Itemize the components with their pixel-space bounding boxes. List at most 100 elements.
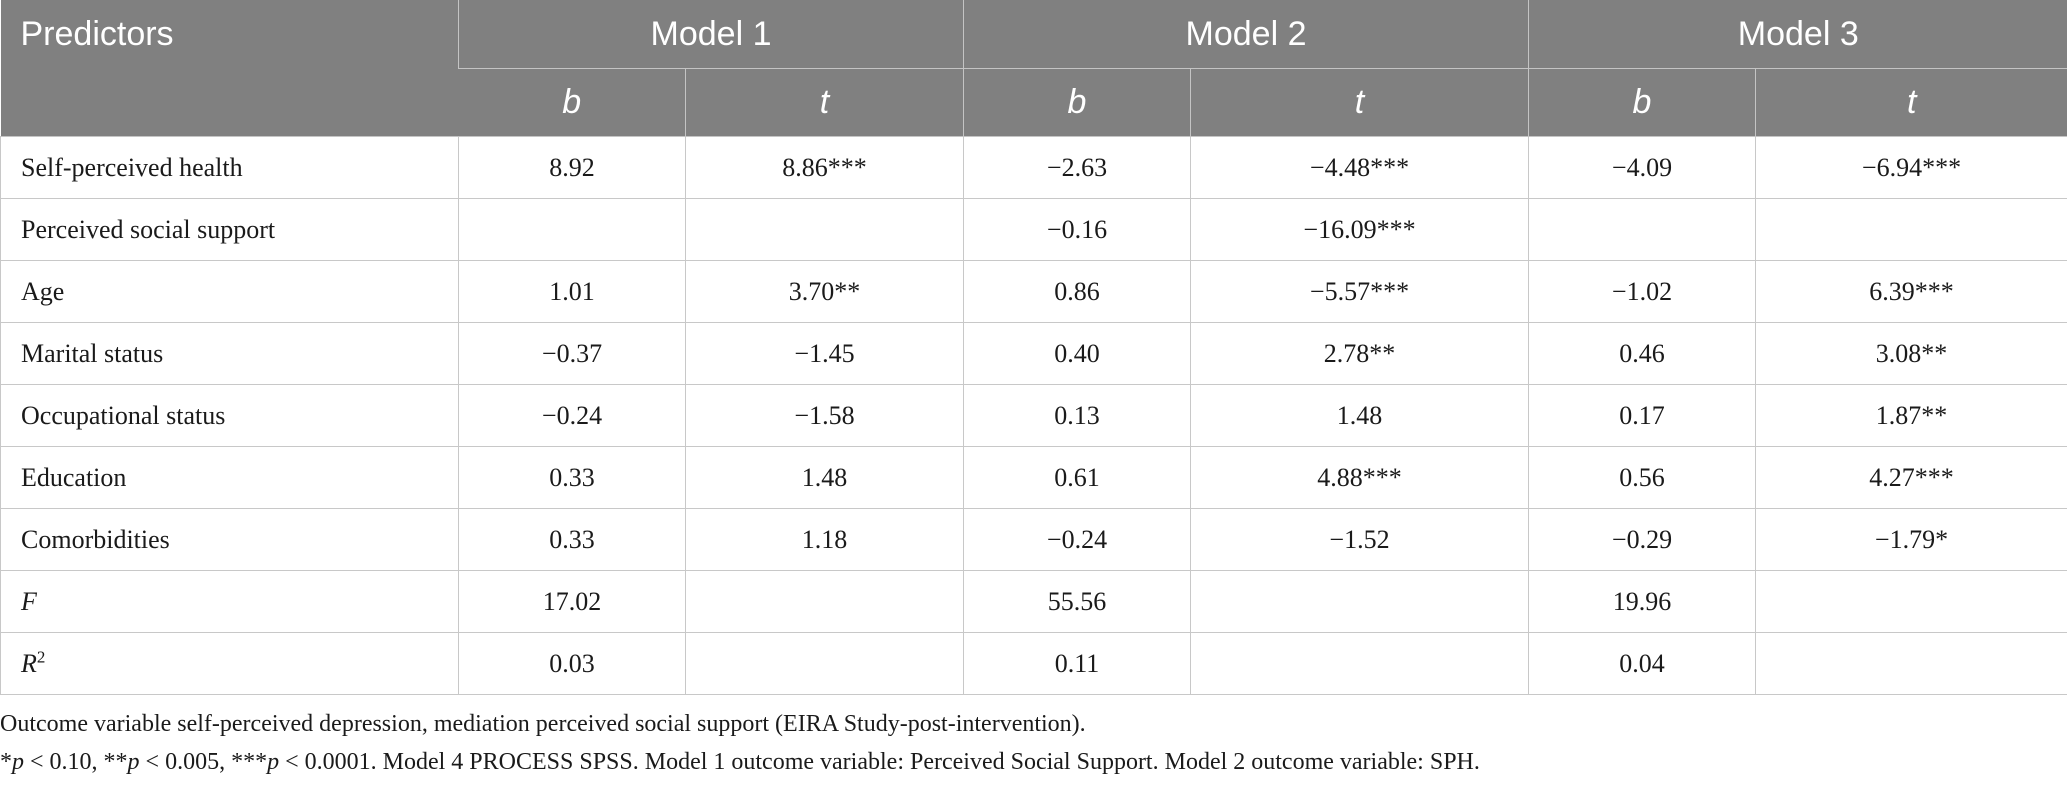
cell-t-value [685, 570, 964, 633]
cell-b-value: 55.56 [963, 570, 1191, 633]
row-label-text: Self-perceived health [21, 152, 243, 182]
cell-b-value: −0.16 [963, 198, 1191, 261]
header-model-2: Model 2 [963, 0, 1529, 69]
row-label: Marital status [0, 322, 459, 385]
cell-t-value: 1.48 [685, 446, 964, 509]
cell-b-value [458, 198, 686, 261]
cell-t-value: −5.57*** [1190, 260, 1529, 323]
row-label-text: Education [21, 462, 127, 492]
cell-t-value [1755, 198, 2067, 261]
table-row: Education 0.33 1.48 0.61 4.88*** 0.56 4.27*** [0, 446, 2067, 509]
cell-b-value: 0.13 [963, 384, 1191, 447]
cell-b-value: 1.01 [458, 260, 686, 323]
table-header-row: Predictors Model 1 Model 2 Model 3 [0, 0, 2067, 137]
cell-b-value: −1.02 [1528, 260, 1756, 323]
footnote-text: < 0.10, ** [24, 749, 128, 775]
cell-t-value: 1.87** [1755, 384, 2067, 447]
row-label: Education [0, 446, 459, 509]
row-label-text: Comorbidities [21, 524, 170, 554]
cell-b-value: −0.37 [458, 322, 686, 385]
footnote-outcome: Outcome variable self-perceived depressi… [0, 711, 1086, 737]
subheader-b: b [1528, 68, 1756, 137]
subheader-b: b [458, 68, 686, 137]
cell-b-value: 0.56 [1528, 446, 1756, 509]
cell-t-value [685, 632, 964, 695]
footnote-text: < 0.005, *** [139, 749, 268, 775]
row-label-text: F [21, 586, 37, 616]
footnote-text: * [0, 749, 12, 775]
cell-b-value: 17.02 [458, 570, 686, 633]
cell-t-value: −16.09*** [1190, 198, 1529, 261]
cell-b-value: −2.63 [963, 136, 1191, 199]
table-row: F 17.02 55.56 19.96 [0, 570, 2067, 633]
row-label: Comorbidities [0, 508, 459, 571]
cell-t-value: −6.94*** [1755, 136, 2067, 199]
table-row: Comorbidities 0.33 1.18 −0.24 −1.52 −0.29 −1.7… [0, 508, 2067, 571]
cell-t-value: −4.48*** [1190, 136, 1529, 199]
cell-t-value: 2.78** [1190, 322, 1529, 385]
cell-t-value: −1.58 [685, 384, 964, 447]
table-footnotes: Outcome variable self-perceived depressi… [0, 705, 2060, 781]
cell-b-value: 0.46 [1528, 322, 1756, 385]
cell-b-value: 0.03 [458, 632, 686, 695]
subheader-t: t [1755, 68, 2067, 137]
cell-t-value [685, 198, 964, 261]
cell-t-value: 4.27*** [1755, 446, 2067, 509]
cell-t-value: 4.88*** [1190, 446, 1529, 509]
cell-b-value: 0.86 [963, 260, 1191, 323]
cell-t-value [1755, 570, 2067, 633]
footnote-p-symbol: p [12, 749, 24, 775]
row-label-text: Age [21, 276, 65, 306]
cell-t-value: 6.39*** [1755, 260, 2067, 323]
cell-b-value: −0.24 [458, 384, 686, 447]
cell-b-value: 0.40 [963, 322, 1191, 385]
subheader-t: t [685, 68, 964, 137]
cell-b-value: 8.92 [458, 136, 686, 199]
cell-b-value: −4.09 [1528, 136, 1756, 199]
row-label-text: R [21, 648, 37, 678]
row-label: Occupational status [0, 384, 459, 447]
cell-t-value: 3.08** [1755, 322, 2067, 385]
row-label-text: Marital status [21, 338, 164, 368]
cell-t-value: −1.79* [1755, 508, 2067, 571]
row-label-text: Occupational status [21, 400, 226, 430]
cell-t-value [1190, 632, 1529, 695]
cell-t-value: 1.48 [1190, 384, 1529, 447]
cell-t-value: 1.18 [685, 508, 964, 571]
cell-t-value: −1.52 [1190, 508, 1529, 571]
table-row: R2 0.03 0.11 0.04 [0, 632, 2067, 695]
row-label: F [0, 570, 459, 633]
cell-b-value [1528, 198, 1756, 261]
table-row: Self-perceived health 8.92 8.86*** −2.63 −4.… [0, 136, 2067, 199]
regression-results-table: Predictors Model 1 Model 2 Model 3 b t b… [0, 0, 2067, 695]
cell-b-value: −0.29 [1528, 508, 1756, 571]
footnote-p-symbol: p [127, 749, 140, 775]
cell-b-value: 0.11 [963, 632, 1191, 695]
cell-b-value: 19.96 [1528, 570, 1756, 633]
table-row: Occupational status −0.24 −1.58 0.13 1.48 0.1… [0, 384, 2067, 447]
cell-b-value: 0.17 [1528, 384, 1756, 447]
cell-t-value [1190, 570, 1529, 633]
footnote-text: < 0.0001. Model 4 PROCESS SPSS. Model 1 … [279, 749, 1480, 775]
subheader-t: t [1190, 68, 1529, 137]
subheader-b: b [963, 68, 1191, 137]
footnote-p-symbol: p [267, 749, 280, 775]
row-label-superscript: 2 [36, 646, 46, 666]
cell-b-value: −0.24 [963, 508, 1191, 571]
table-subheader-row: b t b t b t [1, 68, 2067, 137]
header-model-1: Model 1 [458, 0, 964, 69]
table-body: Self-perceived health 8.92 8.86*** −2.63 −4.… [0, 136, 2067, 695]
row-label-text: Perceived social support [21, 214, 276, 244]
cell-b-value: 0.61 [963, 446, 1191, 509]
table-row: Age 1.01 3.70** 0.86 −5.57*** −1.02 6.39*** [0, 260, 2067, 323]
header-predictors: Predictors [0, 0, 459, 137]
table-row: Perceived social support −0.16 −16.09*** [0, 198, 2067, 261]
cell-b-value: 0.04 [1528, 632, 1756, 695]
row-label: Self-perceived health [0, 136, 459, 199]
cell-t-value: 3.70** [685, 260, 964, 323]
row-label: R2 [0, 632, 459, 695]
row-label: Age [0, 260, 459, 323]
cell-b-value: 0.33 [458, 446, 686, 509]
cell-t-value [1755, 632, 2067, 695]
